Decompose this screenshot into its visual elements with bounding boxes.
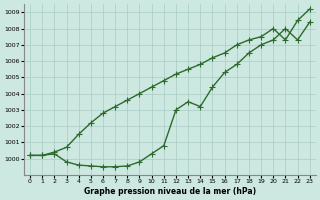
X-axis label: Graphe pression niveau de la mer (hPa): Graphe pression niveau de la mer (hPa) [84, 187, 256, 196]
